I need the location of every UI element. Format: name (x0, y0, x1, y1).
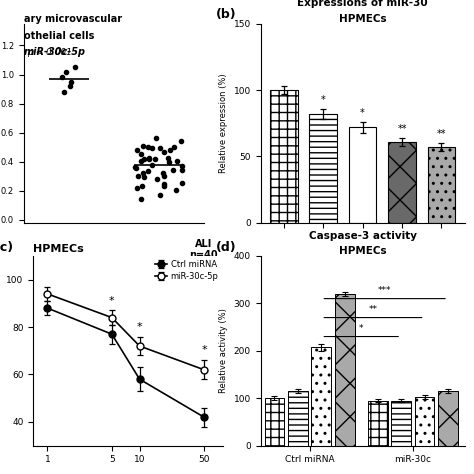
Text: *: * (321, 95, 326, 105)
Point (58, 73, 65, 81)
Point (179, 162, 186, 170)
Text: Expressions of miR-30: Expressions of miR-30 (297, 0, 428, 8)
Point (145, 143, 152, 150)
Text: ALI
n=40: ALI n=40 (190, 239, 218, 260)
Point (137, 195, 145, 202)
Point (145, 168, 152, 175)
Text: othelial cells: othelial cells (24, 31, 94, 41)
Point (71, 64, 79, 71)
Point (160, 148, 168, 155)
Bar (368, 401, 388, 446)
Point (140, 155, 147, 163)
Point (160, 169, 167, 177)
Point (135, 172, 142, 180)
Bar (310, 114, 337, 223)
Bar (270, 90, 298, 223)
Text: HPMECs: HPMECs (339, 14, 386, 24)
Text: Caspase-3 activity: Caspase-3 activity (309, 231, 417, 241)
Point (160, 182, 167, 190)
Point (178, 137, 185, 145)
Text: HPMECs: HPMECs (33, 244, 84, 254)
Point (167, 146, 174, 154)
Text: ary microvascular: ary microvascular (24, 14, 122, 24)
Bar (438, 391, 458, 446)
Text: *: * (359, 324, 364, 333)
Point (153, 175, 160, 183)
Point (156, 144, 164, 151)
Point (169, 166, 177, 174)
Point (140, 173, 148, 181)
Point (131, 163, 138, 171)
Point (145, 155, 153, 163)
Point (178, 179, 185, 187)
Point (68, 78, 75, 86)
Bar (311, 347, 331, 446)
Y-axis label: Relative activity (%): Relative activity (%) (219, 308, 228, 393)
Text: (b): (b) (216, 8, 237, 21)
Text: HPMECs: HPMECs (339, 246, 386, 256)
Text: *: * (360, 108, 365, 118)
Text: (c): (c) (0, 241, 14, 254)
Point (161, 173, 168, 180)
Point (171, 143, 178, 151)
Text: (d): (d) (216, 241, 237, 254)
Point (173, 157, 181, 165)
Bar (264, 398, 284, 446)
Y-axis label: Relative expression (%): Relative expression (%) (219, 73, 228, 173)
Point (61, 88, 68, 96)
Bar (391, 401, 411, 446)
Point (138, 182, 146, 189)
Point (139, 142, 146, 150)
Text: *: * (201, 346, 207, 356)
Point (172, 187, 179, 194)
Point (164, 155, 172, 162)
Text: p < 0.001: p < 0.001 (27, 47, 72, 56)
Text: **: ** (368, 305, 377, 314)
Point (160, 180, 168, 188)
Point (152, 134, 160, 142)
Point (165, 158, 173, 165)
Point (66, 82, 73, 90)
Point (156, 191, 164, 199)
Bar (415, 397, 435, 446)
Text: **: ** (397, 124, 407, 134)
Legend: Ctrl miRNA, miR-30c-5p: Ctrl miRNA, miR-30c-5p (155, 260, 219, 281)
Point (139, 169, 146, 176)
Point (145, 155, 153, 162)
Text: ***: *** (378, 286, 392, 295)
Point (132, 164, 140, 172)
Point (152, 155, 159, 163)
Text: miR-30c-5p: miR-30c-5p (24, 47, 86, 57)
Bar (388, 142, 416, 223)
Point (179, 166, 186, 173)
Bar (428, 147, 455, 223)
Text: *: * (109, 296, 115, 306)
Point (137, 157, 145, 165)
Text: *: * (137, 322, 142, 332)
Bar (349, 127, 376, 223)
Point (62, 68, 70, 75)
Point (133, 146, 141, 154)
Bar (335, 294, 355, 446)
Point (148, 145, 156, 152)
Point (149, 161, 156, 169)
Point (133, 184, 140, 191)
Bar (288, 391, 308, 446)
Point (137, 150, 145, 158)
Text: **: ** (437, 129, 446, 139)
